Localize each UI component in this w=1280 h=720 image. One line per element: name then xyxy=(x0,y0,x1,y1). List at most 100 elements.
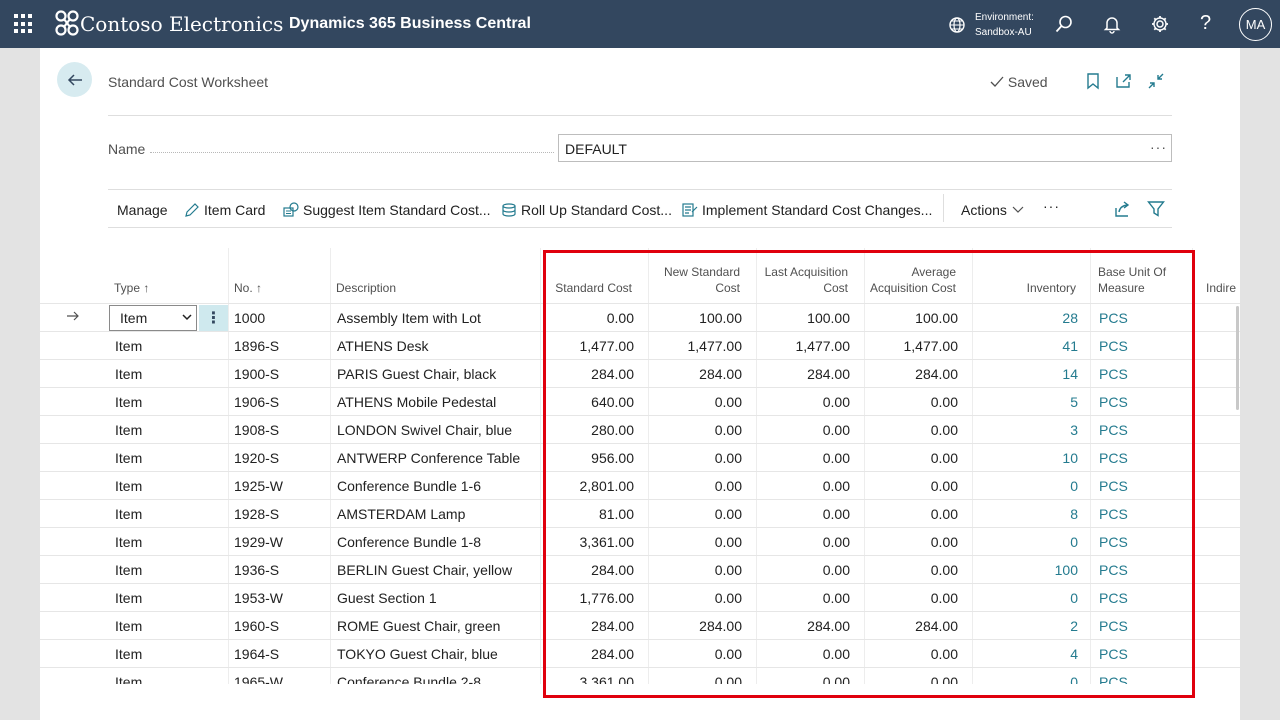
cell-average-acquisition-cost: 0.00 xyxy=(930,506,958,522)
bookmark-icon[interactable] xyxy=(1084,72,1102,90)
column-header-new-standard-cost[interactable]: New Standard Cost xyxy=(640,264,740,296)
more-options-button[interactable]: ··· xyxy=(1043,198,1060,214)
cell-type: Item xyxy=(115,562,143,578)
cell-base-unit-of-measure[interactable]: PCS xyxy=(1099,310,1128,326)
user-avatar[interactable]: MA xyxy=(1239,8,1272,41)
item-card-button[interactable]: Item Card xyxy=(184,202,265,218)
top-bar: Contoso Electronics Dynamics 365 Busines… xyxy=(0,0,1280,48)
row-divider xyxy=(40,471,1240,472)
cell-last-acquisition-cost: 0.00 xyxy=(822,506,850,522)
back-button[interactable] xyxy=(57,62,92,97)
cell-inventory[interactable]: 0 xyxy=(1070,478,1078,494)
cell-last-acquisition-cost: 0.00 xyxy=(822,562,850,578)
cell-base-unit-of-measure[interactable]: PCS xyxy=(1099,674,1128,684)
cell-average-acquisition-cost: 0.00 xyxy=(930,450,958,466)
arrow-left-icon xyxy=(67,73,82,86)
cell-inventory[interactable]: 0 xyxy=(1070,674,1078,684)
grid-column-divider xyxy=(972,248,973,684)
company-name[interactable]: Contoso Electronics xyxy=(80,12,284,36)
cell-inventory[interactable]: 2 xyxy=(1070,618,1078,634)
cell-base-unit-of-measure[interactable]: PCS xyxy=(1099,338,1128,354)
page-card: Standard Cost Worksheet Saved Name DEFAU… xyxy=(40,48,1240,720)
gear-icon[interactable] xyxy=(1150,14,1170,34)
filter-icon[interactable] xyxy=(1147,200,1165,218)
cell-description: Guest Section 1 xyxy=(337,590,437,606)
cell-description: Conference Bundle 1-8 xyxy=(337,534,481,550)
cell-base-unit-of-measure[interactable]: PCS xyxy=(1099,562,1128,578)
help-icon[interactable]: ? xyxy=(1200,12,1212,34)
column-header-last-acquisition-cost[interactable]: Last Acquisition Cost xyxy=(740,264,848,296)
cell-base-unit-of-measure[interactable]: PCS xyxy=(1099,478,1128,494)
cell-base-unit-of-measure[interactable]: PCS xyxy=(1099,394,1128,410)
cell-inventory[interactable]: 5 xyxy=(1070,394,1078,410)
suggest-standard-cost-button[interactable]: Suggest Item Standard Cost... xyxy=(283,202,491,218)
cell-last-acquisition-cost: 1,477.00 xyxy=(795,338,851,354)
cell-inventory[interactable]: 41 xyxy=(1062,338,1078,354)
cell-inventory[interactable]: 4 xyxy=(1070,646,1078,662)
cell-inventory[interactable]: 8 xyxy=(1070,506,1078,522)
type-select[interactable]: Item xyxy=(109,305,197,331)
cell-type: Item xyxy=(115,674,143,684)
cell-base-unit-of-measure[interactable]: PCS xyxy=(1099,422,1128,438)
grid-header-divider xyxy=(40,303,1240,304)
cell-average-acquisition-cost: 284.00 xyxy=(915,366,958,382)
vertical-scrollbar[interactable] xyxy=(1236,306,1239,410)
grid-column-divider xyxy=(228,248,229,684)
cell-type: Item xyxy=(115,646,143,662)
bell-icon[interactable] xyxy=(1102,14,1122,34)
column-header-average-acquisition-cost[interactable]: Average Acquisition Cost xyxy=(848,264,956,296)
cell-no: 1896-S xyxy=(234,338,280,354)
cell-inventory[interactable]: 28 xyxy=(1062,310,1078,326)
grid-column-divider xyxy=(540,248,541,684)
open-new-window-icon[interactable] xyxy=(1115,72,1133,90)
cell-average-acquisition-cost: 284.00 xyxy=(915,618,958,634)
cell-new-standard-cost: 0.00 xyxy=(714,394,742,410)
grid-column-divider xyxy=(1090,248,1091,684)
cell-base-unit-of-measure[interactable]: PCS xyxy=(1099,450,1128,466)
cell-inventory[interactable]: 100 xyxy=(1054,562,1078,578)
cell-no: 1965-W xyxy=(234,674,284,684)
cell-inventory[interactable]: 14 xyxy=(1062,366,1078,382)
cell-base-unit-of-measure[interactable]: PCS xyxy=(1099,534,1128,550)
search-icon[interactable] xyxy=(1054,14,1074,34)
column-header-standard-cost[interactable]: Standard Cost xyxy=(555,281,632,295)
column-header-indirect-cost[interactable]: Indire xyxy=(1206,281,1237,295)
cell-inventory[interactable]: 0 xyxy=(1070,590,1078,606)
name-input[interactable]: DEFAULT xyxy=(558,134,1172,162)
row-actions-button[interactable]: ⋮ xyxy=(199,305,228,331)
cell-standard-cost: 956.00 xyxy=(591,450,634,466)
column-header-type[interactable]: Type ↑ xyxy=(114,281,150,295)
row-divider xyxy=(40,443,1240,444)
column-header-no[interactable]: No. ↑ xyxy=(234,281,263,295)
saved-status: Saved xyxy=(990,74,1048,90)
collapse-icon[interactable] xyxy=(1147,72,1165,90)
cell-description: Conference Bundle 1-6 xyxy=(337,478,481,494)
column-header-description[interactable]: Description xyxy=(336,281,397,295)
cell-base-unit-of-measure[interactable]: PCS xyxy=(1099,366,1128,382)
suggest-label: Suggest Item Standard Cost... xyxy=(303,202,491,218)
cell-inventory[interactable]: 10 xyxy=(1062,450,1078,466)
cell-type: Item xyxy=(115,450,143,466)
implement-standard-cost-button[interactable]: Implement Standard Cost Changes... xyxy=(682,202,932,218)
actions-menu[interactable]: Actions xyxy=(961,202,1024,218)
column-header-line: Acquisition Cost xyxy=(869,281,956,295)
column-header-base-unit-of-measure[interactable]: Base Unit Of Measure xyxy=(1098,264,1166,296)
app-launcher-icon[interactable] xyxy=(14,14,34,34)
cell-base-unit-of-measure[interactable]: PCS xyxy=(1099,590,1128,606)
cell-standard-cost: 284.00 xyxy=(591,366,634,382)
name-lookup-button[interactable]: ··· xyxy=(1150,139,1167,155)
environment-indicator[interactable]: Environment: Sandbox-AU xyxy=(975,10,1034,40)
cell-average-acquisition-cost: 0.00 xyxy=(930,590,958,606)
column-header-inventory[interactable]: Inventory xyxy=(1026,281,1076,295)
cell-type: Item xyxy=(115,394,143,410)
suggest-cost-icon xyxy=(283,202,299,217)
cell-base-unit-of-measure[interactable]: PCS xyxy=(1099,506,1128,522)
cell-base-unit-of-measure[interactable]: PCS xyxy=(1099,618,1128,634)
share-icon[interactable] xyxy=(1114,200,1132,218)
cell-base-unit-of-measure[interactable]: PCS xyxy=(1099,646,1128,662)
cell-inventory[interactable]: 0 xyxy=(1070,534,1078,550)
action-bar-top-divider xyxy=(108,189,1172,190)
cell-inventory[interactable]: 3 xyxy=(1070,422,1078,438)
manage-tab[interactable]: Manage xyxy=(117,202,168,218)
roll-up-standard-cost-button[interactable]: Roll Up Standard Cost... xyxy=(501,202,672,218)
